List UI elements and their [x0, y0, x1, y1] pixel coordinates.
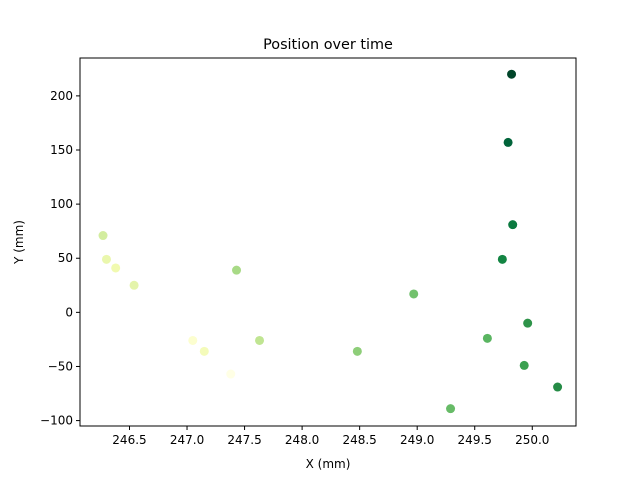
data-point-7 — [98, 231, 108, 241]
y-tick-label: −50 — [48, 359, 73, 373]
data-point-11 — [409, 289, 419, 299]
data-point-6 — [129, 280, 139, 290]
x-axis-label: X (mm) — [306, 457, 351, 471]
data-point-14 — [519, 360, 529, 370]
y-axis-ticks: −100 −50 0 50 100 150 200 — [40, 89, 80, 428]
data-point-10 — [352, 346, 362, 356]
y-tick-label: 50 — [58, 251, 73, 265]
x-tick-label: 250.0 — [515, 433, 549, 447]
x-tick-label: 248.5 — [342, 433, 376, 447]
x-tick-label: 247.5 — [227, 433, 261, 447]
data-point-17 — [497, 254, 507, 264]
x-axis-ticks: 246.5 247.0 247.5 248.0 248.5 249.0 249.5 250.0 — [112, 426, 549, 447]
x-tick-label: 249.0 — [400, 433, 434, 447]
data-point-12 — [446, 404, 456, 414]
x-tick-label: 247.0 — [170, 433, 204, 447]
x-tick-label: 249.5 — [458, 433, 492, 447]
data-point-9 — [232, 265, 242, 275]
data-point-5 — [101, 254, 111, 264]
data-point-8 — [255, 335, 265, 345]
y-tick-label: 100 — [50, 197, 73, 211]
y-tick-label: 200 — [50, 89, 73, 103]
x-tick-label: 246.5 — [112, 433, 146, 447]
y-tick-label: −100 — [40, 414, 73, 428]
data-point-4 — [111, 263, 121, 273]
data-point-16 — [553, 382, 563, 392]
data-point-19 — [503, 137, 513, 147]
y-tick-label: 0 — [65, 305, 73, 319]
x-tick-label: 248.0 — [285, 433, 319, 447]
points-layer — [98, 69, 563, 414]
data-point-18 — [508, 220, 518, 230]
plot-frame — [79, 57, 577, 427]
data-point-13 — [482, 333, 492, 343]
data-point-1 — [226, 369, 236, 379]
data-point-20 — [507, 69, 517, 79]
data-point-3 — [199, 346, 209, 356]
chart-title: Position over time — [263, 37, 393, 53]
y-tick-label: 150 — [50, 143, 73, 157]
y-axis-label: Y (mm) — [12, 220, 26, 265]
data-point-2 — [188, 335, 198, 345]
data-point-15 — [523, 318, 533, 328]
